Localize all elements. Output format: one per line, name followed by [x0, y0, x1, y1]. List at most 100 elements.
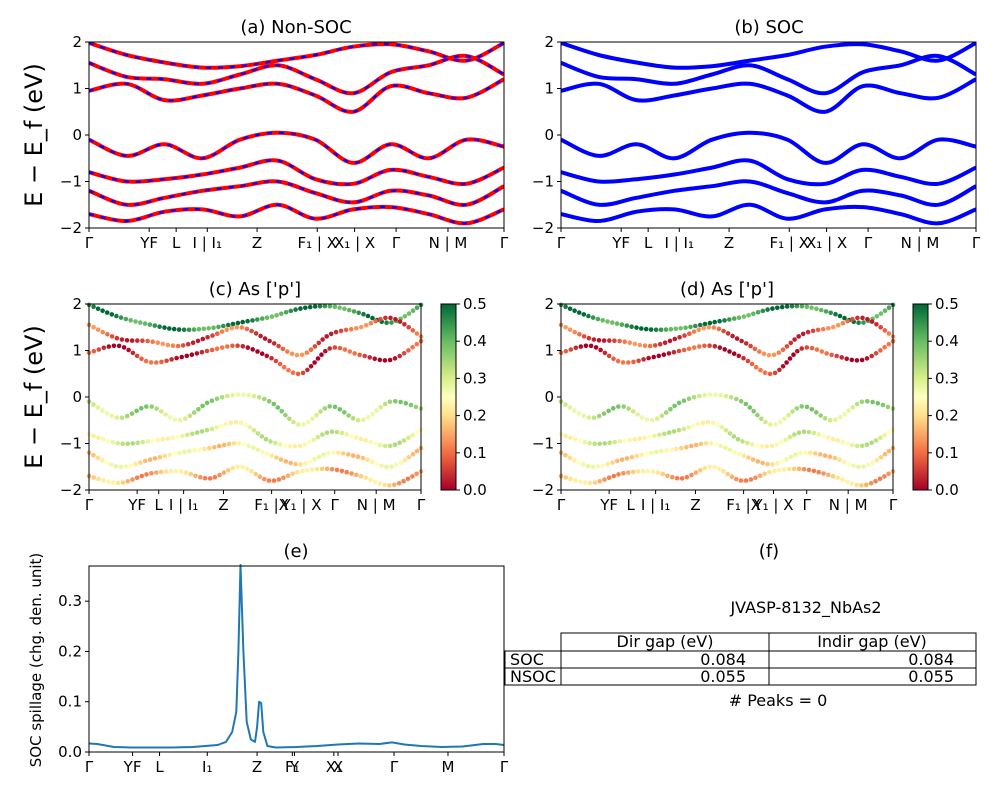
- band-point: [186, 327, 192, 333]
- band-point: [192, 448, 197, 453]
- band-point: [209, 398, 215, 404]
- band-point: [713, 392, 718, 398]
- panel-b-title: (b) SOC: [734, 17, 803, 38]
- band-line-dash-4: [89, 159, 504, 186]
- band-point: [387, 483, 392, 488]
- band-point: [567, 455, 573, 461]
- band-point: [298, 306, 303, 311]
- band-point: [647, 434, 652, 440]
- band-point: [630, 469, 636, 475]
- gap-table-header-indir: Indir gap (eV): [817, 632, 927, 651]
- band-point: [712, 344, 718, 349]
- band-point: [244, 326, 250, 332]
- band-point: [142, 458, 148, 464]
- band-point: [806, 429, 812, 435]
- band-point: [134, 408, 139, 414]
- band-point: [297, 443, 303, 449]
- band-point: [611, 473, 617, 479]
- band-point: [786, 466, 792, 472]
- band-point: [211, 325, 216, 331]
- band-point: [653, 327, 659, 333]
- band-point: [382, 482, 387, 488]
- band-point: [828, 310, 833, 316]
- band-point: [652, 343, 658, 348]
- band-point: [635, 469, 641, 474]
- band-point: [672, 403, 677, 409]
- band-point: [298, 462, 303, 467]
- band-point: [877, 476, 883, 482]
- band-point: [760, 460, 765, 466]
- band-point: [334, 467, 340, 473]
- band-point: [757, 473, 763, 479]
- band-point: [722, 318, 727, 323]
- xtick-label: F₁ | X: [769, 234, 809, 252]
- band-point: [379, 463, 384, 469]
- band-point: [791, 466, 797, 472]
- band-point: [191, 410, 197, 415]
- band-point: [748, 477, 754, 482]
- band-point: [784, 304, 790, 309]
- band-point: [844, 479, 850, 485]
- band-point: [368, 477, 373, 483]
- band-point: [269, 453, 275, 459]
- band-point: [235, 320, 241, 326]
- band-point: [780, 364, 786, 369]
- band-point: [99, 457, 105, 463]
- band-point: [568, 435, 573, 441]
- band-point: [307, 459, 313, 464]
- panel-d-title: (d) As ['p']: [680, 279, 774, 300]
- band-point: [91, 452, 96, 458]
- band-point: [679, 445, 684, 451]
- band-point: [149, 404, 154, 409]
- band-point: [820, 326, 826, 332]
- band-point: [639, 452, 644, 458]
- band-point: [727, 349, 732, 354]
- band-point: [676, 427, 682, 433]
- band-point: [240, 319, 245, 325]
- band-point: [289, 351, 295, 357]
- band-point: [397, 353, 403, 359]
- band-point: [150, 438, 155, 444]
- band-point: [676, 348, 682, 354]
- band-point: [772, 370, 778, 376]
- band-point: [189, 352, 195, 358]
- band-point: [246, 392, 251, 398]
- band-point: [572, 329, 577, 335]
- band-point: [777, 367, 782, 373]
- band-point: [646, 355, 651, 361]
- band-point: [813, 451, 818, 456]
- band-point: [674, 446, 679, 452]
- band-point: [753, 475, 758, 481]
- band-point: [216, 324, 221, 330]
- band-point: [619, 322, 625, 327]
- band-point: [245, 345, 251, 350]
- band-point: [663, 410, 669, 415]
- band-point: [748, 343, 753, 349]
- band-point: [185, 341, 191, 347]
- band-point: [769, 443, 775, 449]
- band-point: [770, 462, 775, 467]
- band-point: [778, 419, 783, 425]
- band-point: [300, 468, 305, 474]
- band-point: [322, 406, 328, 411]
- band-point: [794, 303, 800, 309]
- xtick-label: N | M: [357, 496, 396, 514]
- panel-c-xticks: Γ YF L I | I₁ Z F₁ |XY₁ | X Γ N | M Γ: [85, 490, 426, 514]
- band-point: [286, 367, 291, 373]
- band-point: [228, 420, 234, 426]
- band-point: [240, 344, 246, 349]
- band-point: [573, 345, 579, 351]
- band-point: [253, 471, 258, 477]
- band-point: [158, 469, 164, 475]
- band-point: [868, 480, 874, 486]
- ytick-label: 0.1: [58, 693, 82, 711]
- band-point: [332, 404, 338, 410]
- band-point: [210, 333, 215, 338]
- band-line-dash-2: [89, 78, 504, 113]
- band-point: [392, 356, 398, 361]
- band-point: [700, 420, 706, 426]
- band-point: [334, 429, 340, 435]
- band-point: [116, 343, 122, 349]
- band-point: [826, 326, 831, 331]
- band-point: [152, 323, 158, 328]
